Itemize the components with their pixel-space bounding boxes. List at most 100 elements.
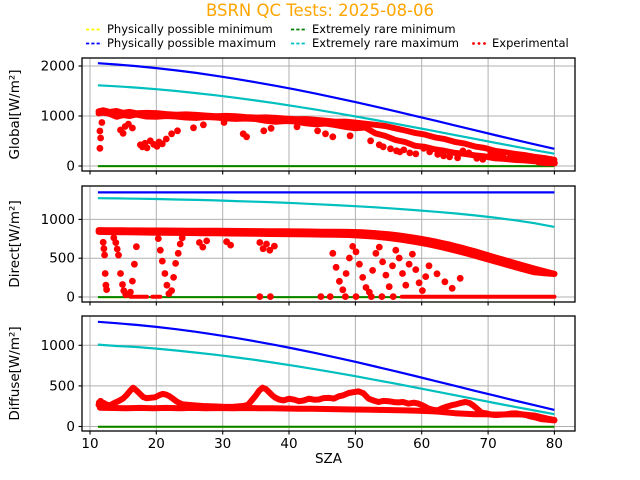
experimental-dot <box>420 145 428 152</box>
experimental-dot <box>473 155 481 162</box>
experimental-dot <box>375 243 383 251</box>
legend-item-extremely-rare-minimum: Extremely rare minimum <box>290 23 456 36</box>
legend-dotted-line-marker <box>472 42 486 45</box>
y-tick-label: 0 <box>66 419 75 435</box>
experimental-dot <box>352 293 360 300</box>
experimental-dot <box>203 237 211 245</box>
experimental-dot <box>499 152 507 160</box>
experimental-dot <box>161 270 169 277</box>
experimental-dot <box>113 245 121 253</box>
legend-dashed-line-marker <box>86 28 102 31</box>
legend-item-experimental: Experimental <box>470 37 569 50</box>
experimental-dot <box>267 124 275 132</box>
experimental-dot <box>101 251 108 259</box>
x-tick-label: 30 <box>214 436 231 452</box>
y-axis-label: Diffuse[W/m²] <box>7 326 23 420</box>
legend-label: Experimental <box>492 36 569 50</box>
experimental-dot <box>314 127 321 135</box>
experimental-dot <box>174 127 181 135</box>
experimental-dot <box>405 260 413 268</box>
experimental-dot <box>389 262 396 270</box>
experimental-dot <box>98 119 106 126</box>
experimental-dot <box>267 293 274 300</box>
experimental-trace <box>95 384 558 424</box>
experimental-dot <box>346 132 354 140</box>
experimental-dot <box>99 238 107 246</box>
experimental-dot <box>220 119 228 126</box>
extremely-rare-maximum-line <box>97 84 555 155</box>
extremely-rare-maximum-line <box>97 343 555 416</box>
experimental-dot <box>100 400 108 407</box>
experimental-dot <box>440 152 447 160</box>
x-tick-label: 40 <box>280 436 297 452</box>
experimental-dot <box>133 243 140 251</box>
experimental-dot <box>402 281 410 289</box>
experimental-dot <box>266 246 274 254</box>
experimental-dot <box>527 156 534 164</box>
experimental-dot <box>425 262 433 270</box>
experimental-dot <box>419 287 426 294</box>
experimental-dot <box>117 270 124 277</box>
legend-item-physically-possible-minimum: Physically possible minimum <box>85 23 273 36</box>
experimental-dot <box>512 154 520 162</box>
experimental-dot <box>441 278 449 286</box>
physically-possible-maximum-line <box>97 62 555 150</box>
legend-label: Extremely rare minimum <box>312 22 456 36</box>
experimental-trace <box>95 107 558 163</box>
experimental-dot <box>199 243 207 251</box>
experimental-dot <box>243 133 251 141</box>
experimental-dot <box>271 242 278 250</box>
x-axis-label: SZA <box>315 451 343 467</box>
experimental-dot <box>342 270 350 277</box>
experimental-dot <box>387 145 394 153</box>
plot-border <box>81 57 576 172</box>
experimental-dot <box>329 133 337 141</box>
experimental-dot <box>100 245 108 253</box>
experimental-dot <box>507 153 514 161</box>
experimental-data <box>95 107 558 167</box>
y-tick-label: 0 <box>66 290 75 306</box>
experimental-dot <box>178 234 186 242</box>
subplot-diffuse: 0 500 1000 10 20 30 40 50 60 70 80 Diffuse[W/m²] <box>7 315 576 452</box>
experimental-dot <box>162 135 170 143</box>
experimental-dot <box>158 140 166 148</box>
experimental-trace <box>96 404 558 423</box>
experimental-dot <box>349 243 357 250</box>
experimental-dot <box>158 257 166 265</box>
extremely-rare-maximum-line <box>97 197 555 228</box>
experimental-dot <box>446 153 453 161</box>
experimental-dot <box>170 274 178 281</box>
x-tick-label: 80 <box>546 436 563 452</box>
experimental-dot <box>176 240 184 248</box>
legend-label: Physically possible maximum <box>107 36 277 50</box>
experimental-dot <box>465 149 473 157</box>
experimental-dot <box>154 235 162 243</box>
experimental-dot <box>256 239 264 246</box>
experimental-dot <box>399 270 406 277</box>
experimental-dot <box>342 293 349 300</box>
experimental-dot <box>131 260 138 268</box>
experimental-trace <box>95 228 558 277</box>
subplot-global: 0 1000 2000 Global[W/m²] <box>7 57 576 175</box>
y-tick-label: 500 <box>49 378 75 394</box>
experimental-dot <box>129 124 136 132</box>
plot-border <box>81 315 576 432</box>
y-tick-label: 500 <box>49 251 75 267</box>
x-tick-label: 70 <box>480 436 497 452</box>
experimental-trace <box>95 109 558 165</box>
y-tick-label: 0 <box>66 159 75 175</box>
experimental-dot <box>426 148 434 156</box>
experimental-dot <box>433 270 441 278</box>
experimental-dot <box>227 241 235 249</box>
experimental-dot <box>493 151 501 159</box>
experimental-dot <box>400 146 408 154</box>
experimental-dot <box>519 155 527 163</box>
experimental-dot <box>367 293 375 300</box>
experimental-dot <box>163 281 171 289</box>
physically-possible-maximum-line <box>97 320 555 411</box>
experimental-dot <box>551 159 558 167</box>
experimental-dot <box>143 144 151 152</box>
experimental-dot <box>126 288 134 296</box>
experimental-dot <box>395 254 403 262</box>
